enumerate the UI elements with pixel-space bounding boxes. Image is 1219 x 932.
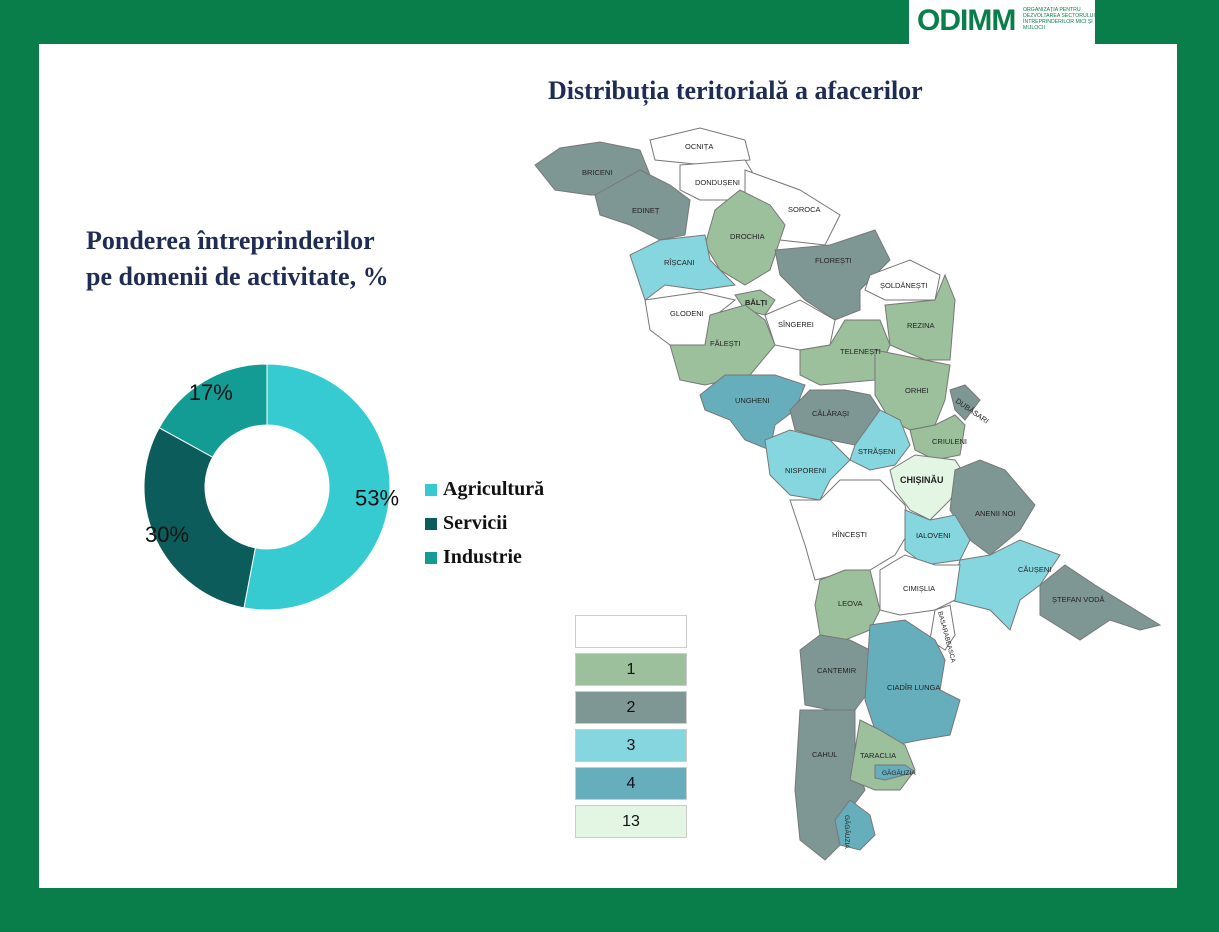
label-balti: BĂLȚI [745,298,767,307]
legend-swatch [425,517,437,530]
label-straseni: STRĂȘENI [858,447,896,456]
label-soldanesti: ȘOLDĂNEȘTI [880,281,928,290]
legend-item-industrie: Industrie [425,546,522,569]
region-edinet[interactable] [594,169,691,241]
region-telenesti[interactable] [799,319,891,386]
pie-title-line-1: Ponderea întreprinderilor [86,226,375,255]
label-riscani: RÎȘCANI [664,258,694,267]
label-telenesti: TELENEȘTI [840,347,881,356]
legend-label: Agricultură [443,478,545,500]
region-stefan-voda[interactable] [1039,564,1162,641]
region-causeni[interactable] [949,539,1061,631]
label-singerei: SÎNGEREI [778,320,814,329]
logo-wordmark: ODIMM [917,4,1016,37]
label-soroca: SOROCA [788,205,821,214]
region-nisporeni[interactable] [764,429,851,501]
label-leova: LEOVA [838,599,862,608]
region-basarabeasca[interactable] [929,604,956,651]
label-causeni: CĂUȘENI [1018,565,1051,574]
label-cantemir: CANTEMIR [817,666,857,675]
label-falesti: FĂLEȘTI [710,339,740,348]
map-title: Distribuția teritorială a afacerilor [548,76,923,105]
legend-label: Servicii [443,512,508,534]
region-gagauzia-east[interactable] [874,764,917,781]
label-drochia: DROCHIA [730,232,765,241]
label-rezina: REZINA [907,321,935,330]
label-nisporeni: NISPORENI [785,466,826,475]
label-donduseni: DONDUȘENI [695,178,740,187]
label-cahul: CAHUL [812,750,837,759]
label-cimislia: CIMIȘLIA [903,584,935,593]
region-straseni[interactable] [849,409,911,471]
region-ungheni[interactable] [699,374,806,451]
logo: ODIMM ORGANIZAȚIA PENTRU DEZVOLTAREA SEC… [909,0,1095,44]
label-ialoveni: IALOVENI [916,531,951,540]
map-legend-item-0 [575,615,687,648]
region-ocnita[interactable] [649,127,751,166]
region-ialoveni[interactable] [904,509,971,566]
label-gagauzia-south: GĂGĂUZIA [843,815,852,849]
label-hincesti: HÎNCEȘTI [832,530,867,539]
map-legend-item-2: 2 [575,691,687,724]
label-ciadir-lunga: CIADÎR LUNGA [887,683,940,692]
logo-subtitle: ORGANIZAȚIA PENTRU DEZVOLTAREA SECTORULU… [1023,7,1095,31]
map-legend-item-4: 4 [575,767,687,800]
region-drochia[interactable] [704,189,786,286]
region-criuleni[interactable] [909,414,966,461]
map-region-labels: OCNIȚA BRICENI DONDUȘENI EDINEȚ SOROCA D… [582,142,1105,849]
label-orhei: ORHEI [905,386,929,395]
map-legend-item-5: 13 [575,805,687,838]
label-chisinau: CHIȘINĂU [900,475,944,485]
map-legend-item-1: 1 [575,653,687,686]
legend-item-servicii: Servicii [425,512,507,535]
label-stefan-voda: ȘTEFAN VODĂ [1052,595,1105,604]
region-rezina[interactable] [884,273,956,361]
label-taraclia: TARACLIA [860,751,896,760]
label-edinet: EDINEȚ [632,206,660,215]
label-glodeni: GLODENI [670,309,704,318]
region-falesti[interactable] [669,304,776,386]
region-dubasari[interactable] [949,384,981,421]
label-gagauzia-east: GĂGĂUZIA [882,768,916,777]
region-cimislia[interactable] [879,554,961,616]
label-ocnita: OCNIȚA [685,142,713,151]
region-gagauzia-south[interactable] [834,799,876,851]
region-hincesti[interactable] [789,479,911,581]
legend-swatch [425,551,437,564]
label-criuleni: CRIULENI [932,437,967,446]
region-ciadir-lunga[interactable] [864,619,961,746]
region-chisinau[interactable] [889,454,966,521]
label-ungheni: UNGHENI [735,396,770,405]
region-floresti[interactable] [774,229,891,321]
label-calarasi: CĂLĂRAȘI [812,409,849,418]
legend-label: Industrie [443,546,522,568]
region-riscani[interactable] [629,234,737,301]
legend-swatch [425,483,437,496]
label-floresti: FLOREȘTI [815,256,852,265]
label-anenii-noi: ANENII NOI [975,509,1015,518]
pie-title-line-2: pe domenii de activitate, % [86,262,389,291]
legend-item-agricultură: Agricultură [425,478,544,501]
label-briceni: BRICENI [582,168,612,177]
map-legend-item-3: 3 [575,729,687,762]
map-regions [534,127,1162,861]
